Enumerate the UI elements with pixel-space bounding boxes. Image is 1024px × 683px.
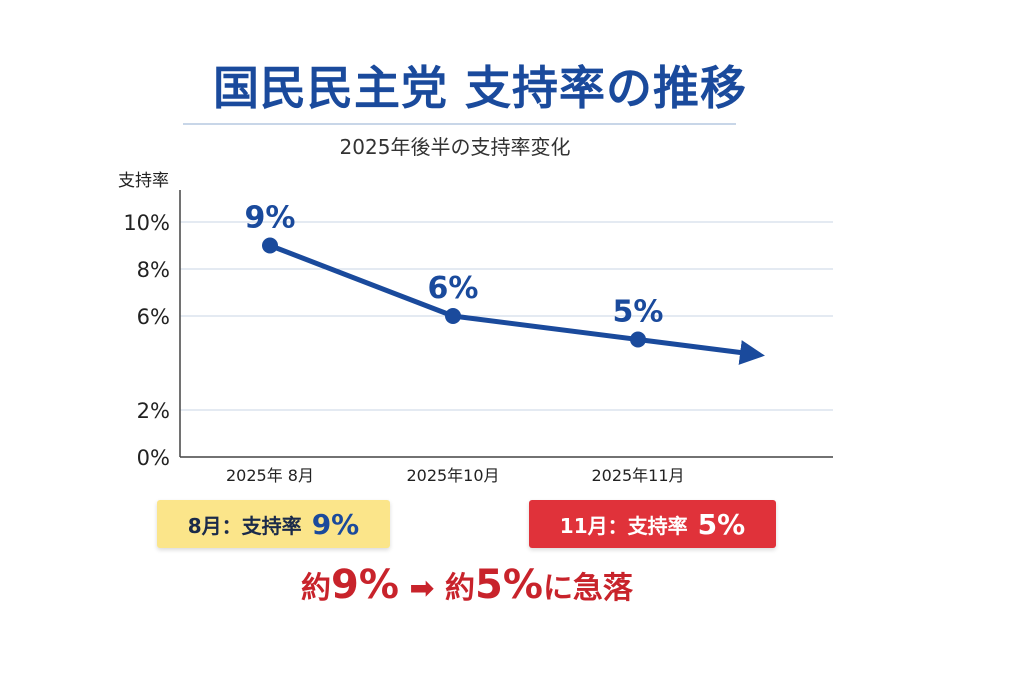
x-tick-label: 2025年 8月 (226, 466, 314, 485)
y-tick-label: 0% (137, 446, 170, 470)
november-callout: 11月：支持率 5% (529, 500, 776, 548)
data-point (262, 237, 278, 254)
november-callout-value: 5% (697, 507, 746, 541)
data-label: 5% (613, 295, 664, 330)
y-tick-label: 8% (137, 258, 170, 282)
august-callout: 8月：支持率 9% (157, 500, 390, 548)
trend-arrow (637, 337, 765, 365)
summary-suffix: に急落 (542, 571, 633, 606)
summary-prefix: 約 (301, 571, 332, 606)
summary-arrow-icon: ➡ (409, 571, 435, 606)
y-axis-label: 支持率 (118, 171, 169, 191)
chart-title: 国民民主党 支持率の推移 (212, 61, 747, 115)
summary-text: 約9% ➡ 約5%に急落 (0, 562, 934, 608)
data-point (445, 308, 461, 324)
summary-to-value: 5% (475, 562, 543, 608)
august-callout-value: 9% (311, 507, 360, 541)
title-divider (183, 123, 736, 125)
summary-mid: 約 (445, 571, 476, 606)
chart-subtitle: 2025年後半の支持率変化 (339, 135, 571, 159)
november-callout-label: 11月：支持率 (559, 513, 688, 538)
data-point (630, 331, 646, 348)
data-label: 9% (245, 201, 296, 236)
y-tick-label: 6% (137, 305, 170, 329)
x-tick-label: 2025年11月 (591, 466, 684, 485)
y-tick-label: 2% (137, 399, 170, 423)
summary-from-value: 9% (331, 562, 399, 608)
x-tick-label: 2025年10月 (406, 466, 499, 485)
data-label: 6% (428, 271, 479, 306)
y-tick-label: 10% (123, 211, 170, 235)
august-callout-label: 8月：支持率 (187, 513, 302, 538)
